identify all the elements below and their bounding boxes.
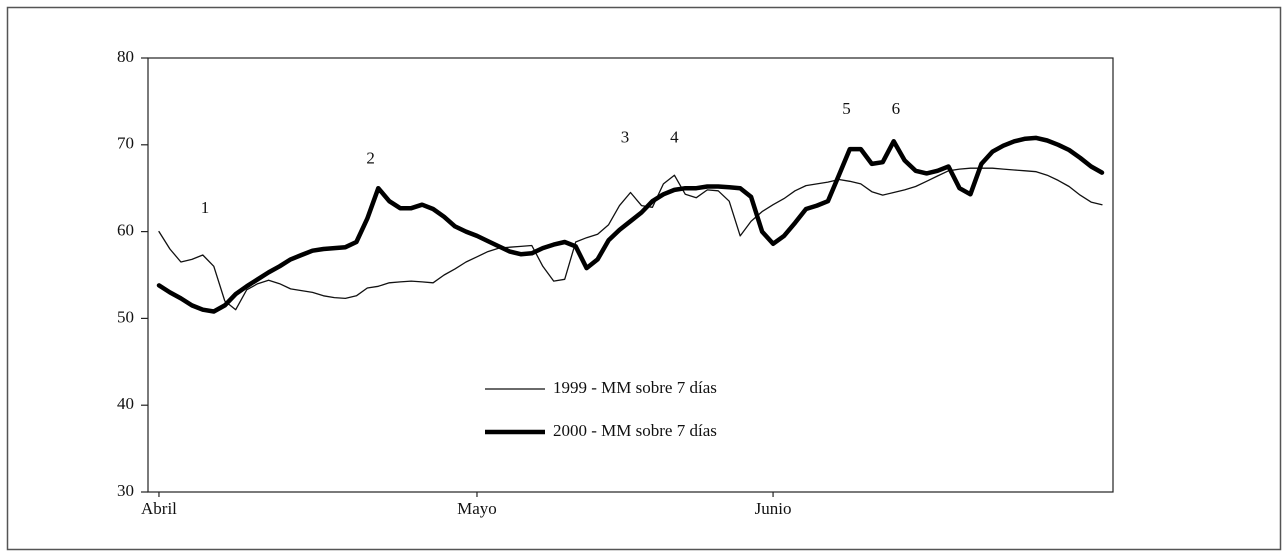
annotation: 2 xyxy=(366,148,375,167)
y-tick-label: 50 xyxy=(117,307,134,326)
x-tick-label: Junio xyxy=(755,499,792,518)
legend-label: 2000 - MM sobre 7 días xyxy=(553,421,717,440)
x-tick-label: Abril xyxy=(141,499,177,518)
annotation: 3 xyxy=(621,128,630,147)
x-tick-label: Mayo xyxy=(457,499,497,518)
y-tick-label: 80 xyxy=(117,47,134,66)
series-line xyxy=(156,135,1105,314)
legend-label: 1999 - MM sobre 7 días xyxy=(553,378,717,397)
y-tick-label: 30 xyxy=(117,481,134,500)
y-tick-label: 60 xyxy=(117,221,134,240)
outer-frame xyxy=(6,6,1282,551)
y-tick-label: 70 xyxy=(117,134,134,153)
annotation: 4 xyxy=(670,128,679,147)
y-tick-label: 40 xyxy=(117,394,134,413)
annotation: 5 xyxy=(842,99,851,118)
series-line xyxy=(158,167,1103,311)
annotation: 1 xyxy=(201,198,210,217)
plot-frame xyxy=(147,57,1114,493)
annotation: 6 xyxy=(892,99,901,118)
